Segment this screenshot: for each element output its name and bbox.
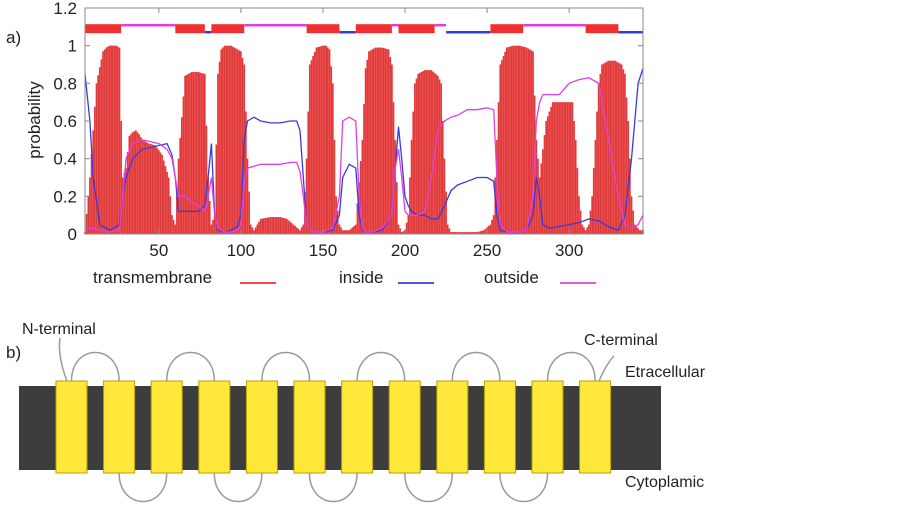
- helix-1: [55, 380, 88, 474]
- y-tick-label-4: 0.8: [53, 74, 77, 93]
- chart-panel-a: 0 0.2 0.4 0.6 0.8 1 1.2 50 100 150 200 250 300 prob…: [25, 0, 644, 260]
- extracellular-label: Etracellular: [625, 364, 706, 381]
- panel-b-label: b): [6, 343, 21, 362]
- cytoplasmic-loop-4: [213, 472, 263, 503]
- topology-segment-15: [585, 24, 619, 34]
- legend-label-outside: outside: [484, 268, 539, 287]
- helix-4: [198, 380, 231, 474]
- topology-segment-10: [398, 24, 435, 34]
- x-tick-label-2: 150: [309, 241, 337, 260]
- helix-6: [293, 380, 326, 474]
- x-axis: 50 100 150 200 250 300: [149, 8, 583, 260]
- topology-segment-4: [211, 24, 245, 34]
- cytoplasmic-loop-2: [118, 472, 168, 503]
- extracellular-loop-11: [546, 351, 596, 382]
- helices: [55, 380, 612, 474]
- topology-segment-2: [175, 24, 205, 34]
- extracellular-loop-9: [451, 351, 501, 382]
- helix-11: [531, 380, 564, 474]
- helix-10: [483, 380, 516, 474]
- cytoplasmic-loop-10: [499, 472, 549, 503]
- legend-label-inside: inside: [339, 268, 383, 287]
- transmembrane-bars: [84, 45, 644, 235]
- topology-segment-8: [355, 24, 392, 34]
- y-tick-label-1: 0.2: [53, 187, 77, 206]
- legend-label-transmembrane: transmembrane: [93, 268, 212, 287]
- y-tick-label-3: 0.6: [53, 112, 77, 131]
- y-tick-label-6: 1.2: [53, 0, 77, 18]
- y-axis-label: probability: [25, 81, 44, 159]
- x-tick-label-3: 200: [391, 241, 419, 260]
- c-terminal-tail: [598, 355, 615, 382]
- x-tick-label-0: 50: [149, 241, 168, 260]
- topology-diagram: N-terminal C-terminal Etracellular Cytop…: [19, 321, 706, 503]
- extracellular-loop-3: [165, 351, 216, 382]
- topology-bar: [85, 23, 643, 34]
- panel-a-label: a): [6, 28, 21, 47]
- n-terminal-tail: [58, 337, 68, 382]
- extracellular-loop-5: [261, 351, 311, 382]
- y-tick-label-2: 0.4: [53, 150, 77, 169]
- outside-line: [84, 77, 644, 233]
- x-tick-label-5: 300: [555, 241, 583, 260]
- cytoplasmic-loop-8: [403, 472, 454, 503]
- topology-segment-6: [306, 24, 340, 34]
- y-tick-label-5: 1: [68, 37, 77, 56]
- topology-segment-13: [490, 24, 524, 34]
- extracellular-loop-7: [356, 351, 406, 382]
- extracellular-loop-1: [70, 351, 120, 382]
- c-terminal-label: C-terminal: [584, 332, 658, 349]
- helix-2: [103, 380, 136, 474]
- helix-3: [150, 380, 183, 474]
- x-tick-label-4: 250: [473, 241, 501, 260]
- y-axis: 0 0.2 0.4 0.6 0.8 1 1.2: [53, 0, 643, 244]
- legend: transmembrane inside outside: [93, 268, 596, 287]
- loops: [70, 351, 596, 503]
- helix-8: [388, 380, 421, 474]
- inside-line: [84, 68, 644, 233]
- probability-lines: [84, 68, 644, 233]
- helix-12: [579, 380, 612, 474]
- y-tick-label-0: 0: [68, 225, 77, 244]
- cytoplasmic-loop-6: [308, 472, 358, 503]
- n-terminal-label: N-terminal: [22, 321, 96, 338]
- topology-segment-0: [85, 24, 122, 34]
- helix-5: [245, 380, 278, 474]
- helix-7: [341, 380, 374, 474]
- helix-9: [436, 380, 469, 474]
- cytoplasmic-label: Cytoplamic: [625, 474, 704, 491]
- x-tick-label-1: 100: [227, 241, 255, 260]
